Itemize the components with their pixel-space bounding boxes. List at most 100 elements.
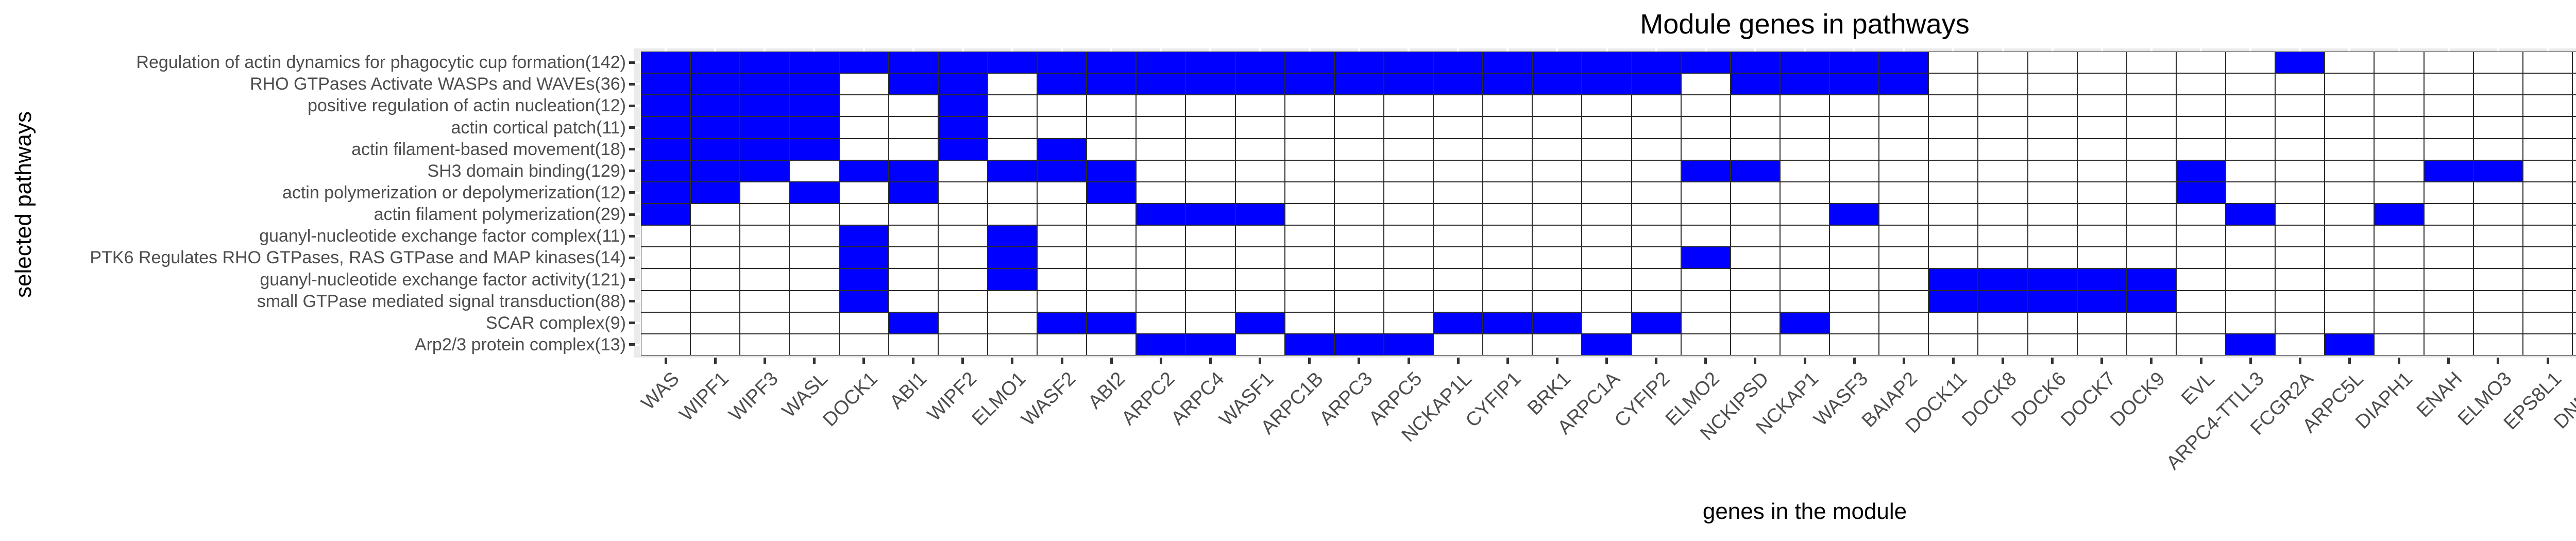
x-axis-tick — [2199, 358, 2202, 364]
heatmap-cell — [1433, 95, 1483, 117]
heatmap-cell — [2077, 333, 2127, 356]
heatmap-cell — [2424, 116, 2473, 139]
heatmap-cell — [1383, 225, 1433, 247]
heatmap-cell — [2077, 290, 2127, 312]
heatmap-cell — [987, 268, 1037, 291]
heatmap-cell — [2176, 290, 2226, 312]
heatmap-cell — [1185, 95, 1235, 117]
heatmap-cell — [2473, 95, 2523, 117]
heatmap-cell — [1087, 290, 1137, 312]
heatmap-cell — [1780, 268, 1829, 291]
heatmap-cell — [1383, 52, 1433, 74]
heatmap-cell — [2572, 203, 2576, 226]
y-axis-label: Arp2/3 protein complex(13) — [414, 334, 626, 354]
heatmap-cell — [938, 160, 988, 182]
heatmap-cell — [888, 268, 938, 291]
heatmap-cell — [1928, 95, 1978, 117]
heatmap-cell — [1433, 225, 1483, 247]
heatmap-cell — [1532, 225, 1582, 247]
heatmap-cell — [1235, 95, 1285, 117]
heatmap-cell — [2176, 116, 2226, 139]
heatmap-cell — [1383, 312, 1433, 334]
heatmap-cell — [2374, 116, 2424, 139]
heatmap-cell — [1087, 181, 1137, 204]
heatmap-cell — [2374, 268, 2424, 291]
heatmap-cell — [1383, 160, 1433, 182]
y-axis-tick — [629, 343, 635, 346]
heatmap-cell — [839, 333, 889, 356]
heatmap-cell — [641, 95, 691, 117]
heatmap-cell — [1433, 138, 1483, 160]
heatmap-cell — [2275, 181, 2325, 204]
heatmap-cell — [1928, 247, 1978, 269]
heatmap-cell — [1928, 181, 1978, 204]
heatmap-cell — [1136, 52, 1186, 74]
heatmap-cell — [2473, 203, 2523, 226]
heatmap-cell — [1978, 203, 2028, 226]
heatmap-cell — [2126, 333, 2176, 356]
heatmap-cell — [2126, 160, 2176, 182]
heatmap-cell — [1037, 225, 1087, 247]
heatmap-cell — [2374, 290, 2424, 312]
heatmap-cell — [1978, 181, 2028, 204]
heatmap-cell — [2027, 73, 2077, 95]
heatmap-cell — [2572, 247, 2576, 269]
heatmap-cell — [1087, 203, 1137, 226]
heatmap-cell — [641, 333, 691, 356]
heatmap-cell — [1037, 116, 1087, 139]
heatmap-cell — [2522, 268, 2572, 291]
heatmap-cell — [1780, 225, 1829, 247]
heatmap-cell — [1136, 73, 1186, 95]
heatmap-cell — [1582, 290, 1632, 312]
heatmap-cell — [789, 52, 839, 74]
heatmap-cell — [2572, 312, 2576, 334]
x-axis-tick — [1110, 358, 1113, 364]
heatmap-cell — [1582, 138, 1632, 160]
x-axis-tick — [1407, 358, 1410, 364]
heatmap-cell — [2176, 203, 2226, 226]
heatmap-cell — [2522, 95, 2572, 117]
y-axis-label: SH3 domain binding(129) — [427, 161, 626, 181]
heatmap-cell — [1383, 95, 1433, 117]
heatmap-cell — [1582, 268, 1632, 291]
heatmap-cell — [2226, 333, 2276, 356]
heatmap-cell — [1383, 73, 1433, 95]
heatmap-cell — [1780, 73, 1829, 95]
heatmap-cell — [888, 95, 938, 117]
heatmap-cell — [1730, 203, 1780, 226]
heatmap-cell — [2126, 312, 2176, 334]
heatmap-cell — [1037, 52, 1087, 74]
heatmap-cell — [1037, 160, 1087, 182]
heatmap-cell — [1879, 181, 1929, 204]
heatmap-cell — [1780, 116, 1829, 139]
y-axis-label: actin filament-based movement(18) — [351, 139, 626, 159]
heatmap-cell — [1730, 225, 1780, 247]
heatmap-cell — [690, 247, 740, 269]
x-axis-label: CYFIP2 — [1610, 368, 1674, 432]
heatmap-cell — [2424, 312, 2473, 334]
heatmap-cell — [1334, 52, 1384, 74]
heatmap-cell — [987, 225, 1037, 247]
heatmap-cell — [1978, 225, 2028, 247]
heatmap-cell — [938, 73, 988, 95]
heatmap-cell — [740, 225, 790, 247]
heatmap-cell — [1284, 116, 1334, 139]
heatmap-cell — [1879, 160, 1929, 182]
x-axis-tick — [1754, 358, 1757, 364]
heatmap-cell — [1483, 116, 1533, 139]
heatmap-cell — [641, 116, 691, 139]
heatmap-cell — [2226, 116, 2276, 139]
heatmap-cell — [1433, 290, 1483, 312]
x-axis-tick — [812, 358, 816, 364]
x-axis-label: CYFIP1 — [1462, 368, 1526, 432]
heatmap-cell — [1185, 52, 1235, 74]
heatmap-cell — [1631, 225, 1681, 247]
heatmap-cell — [2126, 203, 2176, 226]
heatmap-cell — [740, 247, 790, 269]
heatmap-cell — [1879, 95, 1929, 117]
heatmap-cell — [1087, 312, 1137, 334]
x-axis-tick — [1902, 358, 1905, 364]
x-axis-label: DOCK1 — [819, 368, 882, 431]
x-axis-tick — [2051, 358, 2054, 364]
heatmap-cell — [2473, 138, 2523, 160]
